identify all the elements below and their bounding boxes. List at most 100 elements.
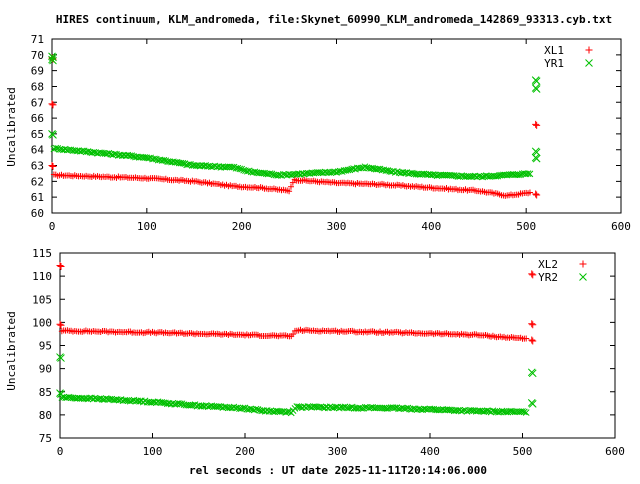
data-point-outlier [528,336,536,344]
x-tick-label: 300 [328,445,348,458]
data-point [97,395,105,402]
panel1-y-axis-label: Uncalibrated [5,87,18,166]
data-point-outlier [48,100,56,108]
series-YR2 [56,353,537,417]
x-tick-label: 500 [513,445,533,458]
data-point [520,408,528,416]
data-point [268,170,276,178]
x-axis-label: rel seconds : UT date 2025-11-11T20:14:0… [189,464,487,477]
data-point [228,163,236,171]
data-point [409,169,416,177]
data-point [162,157,170,165]
data-point [374,165,382,173]
y-tick-label: 60 [31,207,44,220]
data-point [151,155,158,163]
data-point [483,407,491,415]
data-point-outlier [529,321,537,329]
data-point-outlier [532,154,541,163]
x-tick-label: 100 [137,220,157,233]
data-point [522,409,530,416]
data-point-outlier [533,121,541,129]
data-point-outlier [529,271,537,279]
data-point [239,404,247,412]
y-tick-label: 71 [31,33,44,46]
data-point [526,189,533,196]
data-point [393,404,401,411]
data-point [111,150,118,158]
y-tick-label: 68 [31,80,44,93]
data-point [230,163,238,171]
data-point-outlier [49,101,57,109]
y-tick-label: 105 [32,293,52,306]
data-point [90,148,98,156]
data-point [341,403,349,411]
data-point [517,171,524,179]
legend-label: XL2 [538,258,558,271]
data-point [84,148,92,155]
y-tick-label: 65 [31,128,44,141]
data-point [86,394,93,402]
x-tick-label: 100 [143,445,163,458]
data-point [289,179,296,186]
data-point-outlier [528,369,537,378]
data-point-outlier [56,320,64,328]
data-point [266,170,274,177]
y-tick-label: 95 [39,340,52,353]
data-point [384,405,391,412]
data-point [515,171,522,179]
data-point [344,166,352,174]
data-point [429,171,437,178]
data-point [393,168,401,175]
data-point [495,408,502,416]
data-point [105,149,113,157]
data-point [361,163,369,171]
data-point [280,170,287,178]
data-point [245,167,253,175]
x-tick-label: 500 [516,220,536,233]
legend-label: YR2 [538,271,558,284]
data-point [267,407,275,415]
y-tick-label: 70 [31,49,44,62]
y-tick-label: 62 [31,175,44,188]
chart-title: HIRES continuum, KLM_andromeda, file:Sky… [56,13,612,26]
data-point [128,152,136,159]
data-point [52,144,60,152]
data-point-outlier [56,261,64,269]
y-tick-label: 61 [31,191,44,204]
legend-marker [585,46,593,54]
data-point [333,169,340,176]
y-tick-label: 110 [32,270,52,283]
data-point-outlier [533,191,541,199]
data-point [287,183,294,190]
data-point [489,407,497,415]
data-point [238,165,246,173]
data-point [160,156,168,164]
data-point [99,396,106,403]
y-tick-label: 80 [39,409,52,422]
data-point [494,172,502,180]
y-tick-label: 90 [39,363,52,376]
x-tick-label: 600 [611,220,631,233]
data-point [409,405,417,412]
data-point-outlier [532,190,540,198]
panel-2: 0 100 200 300 400 500 600 75 80 85 90 95 100 105 110 11… [32,247,625,458]
x-tick-label: 200 [235,445,255,458]
data-point [160,399,167,407]
x-tick-label: 300 [327,220,347,233]
data-point [338,168,346,175]
data-point [236,165,244,173]
data-point [384,167,392,174]
data-point [286,188,293,195]
data-point [317,403,325,411]
data-point-outlier [49,53,57,62]
data-point-outlier [48,162,56,170]
data-point [215,403,223,410]
data-point [171,401,179,408]
data-point [54,145,62,152]
y-tick-label: 66 [31,112,44,125]
panel-1: 0 100 200 300 400 500 600 60 61 62 63 64 65 66 67 68 69 7… [31,33,631,233]
data-point-outlier [49,163,57,171]
data-point-outlier [529,337,537,345]
